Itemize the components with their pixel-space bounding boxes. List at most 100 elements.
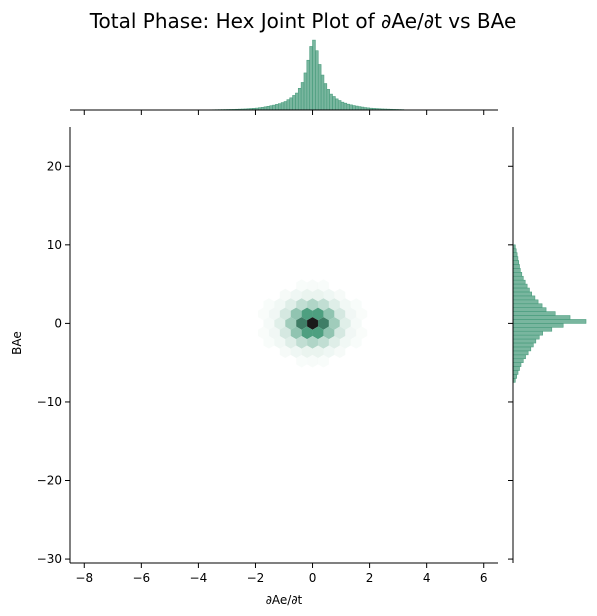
marginal-x-bar	[326, 89, 330, 111]
marginal-x-bar	[297, 87, 302, 111]
marginal-y-bar	[512, 283, 528, 289]
marginal-x-bar	[340, 101, 345, 111]
hexbin-cell	[296, 336, 308, 349]
y-tick-label: 0	[54, 316, 62, 330]
marginal-x-bar	[277, 103, 282, 111]
hexbin-cell	[263, 336, 275, 349]
y-tick-label: 20	[47, 159, 62, 173]
marginal-x-bar	[289, 97, 293, 111]
marginal-y-bar	[512, 299, 539, 305]
hexbin-cell	[301, 288, 313, 302]
hexbin-cell	[350, 298, 362, 311]
marginal-x-bar	[275, 104, 279, 111]
hexbin-cell	[263, 298, 275, 311]
hexbin-cell	[345, 326, 357, 340]
hexbin-cell	[301, 345, 313, 359]
marginal-y-bar	[512, 338, 537, 344]
hexbin-cell	[285, 317, 297, 330]
marginal-x-bar	[292, 95, 296, 111]
hexbin-cell	[323, 326, 335, 340]
x-tick-label: 6	[480, 571, 488, 585]
hexbin-cell	[274, 336, 286, 349]
marginal-y-bar	[512, 287, 530, 293]
hexbin-cell	[301, 307, 313, 321]
marginal-y-bar	[512, 260, 520, 265]
hexbin-cell	[290, 288, 302, 302]
marginal-x-bar	[337, 100, 342, 111]
marginal-x-bar	[300, 82, 305, 111]
hexbin-cell	[285, 336, 297, 349]
y-tick-label: −30	[37, 552, 62, 566]
marginal-y-bar	[512, 350, 529, 356]
x-tick-label: −6	[132, 571, 150, 585]
marginal-y-bar	[512, 370, 519, 375]
hexbin-cell	[268, 307, 280, 321]
marginal-y-bar	[512, 334, 540, 340]
hexbin-cell	[317, 336, 329, 349]
hexbin-cell	[307, 279, 318, 292]
hexbin-cell	[279, 288, 291, 302]
hexbin-cell	[301, 326, 313, 340]
hexbin-cell	[334, 307, 346, 321]
x-tick-label: −4	[190, 571, 208, 585]
x-tick-label: 2	[366, 571, 374, 585]
hexbin-cell	[296, 279, 308, 292]
x-tick-label: −2	[247, 571, 265, 585]
hexbin-cell	[334, 288, 346, 302]
marginal-x-bar	[335, 98, 339, 111]
hexbin-cell	[317, 317, 329, 330]
marginal-x-bar	[280, 102, 285, 111]
hexbin-cell	[317, 354, 329, 368]
marginal-y-bar	[512, 307, 547, 312]
marginal-y-bar	[512, 374, 517, 379]
y-tick-label: −10	[37, 395, 62, 409]
hexbin-cell	[290, 345, 302, 359]
hexbin-cell	[307, 336, 318, 349]
marginal-x-bar	[312, 39, 316, 111]
hexbin-cell	[334, 326, 346, 340]
hexbin-cell	[307, 317, 318, 330]
hexbin-cell	[323, 345, 335, 359]
x-axis-label: ∂Ae/∂t	[266, 593, 303, 607]
marginal-y-bar	[512, 319, 587, 324]
hexbin-cell	[350, 336, 362, 349]
marginal-y-bar	[512, 275, 524, 281]
marginal-x-bar	[317, 64, 322, 111]
marginal-y-bar	[512, 354, 526, 360]
hexbin-cell	[328, 317, 340, 330]
hexbin-cell	[312, 288, 324, 302]
hexbin-cell	[312, 326, 324, 340]
marginal-x-histogram	[203, 39, 405, 111]
hexbin-cell	[334, 345, 346, 359]
marginal-y-bar	[512, 311, 556, 316]
hexbin-cell	[317, 298, 329, 311]
y-tick-label: 10	[47, 238, 62, 252]
marginal-y-bar	[512, 330, 543, 336]
marginal-y-bar	[512, 279, 526, 285]
marginal-y-bar	[512, 366, 520, 371]
hexbin-cell	[317, 279, 329, 292]
marginal-x-bar	[295, 92, 299, 111]
marginal-x-bar	[357, 106, 362, 111]
marginal-y-bar	[512, 295, 536, 301]
hexbin-cell	[296, 317, 308, 330]
hexbin-layer	[257, 279, 368, 368]
marginal-y-bar	[512, 256, 519, 261]
marginal-y-bar	[512, 358, 524, 363]
marginal-y-bar	[512, 323, 564, 328]
marginal-y-bar	[512, 291, 533, 297]
hexbin-cell	[279, 326, 291, 340]
hexbin-cell	[263, 317, 275, 330]
marginal-y-bar	[512, 268, 521, 273]
marginal-x-bar	[355, 105, 359, 111]
y-axis-label: BAe	[10, 331, 24, 355]
y-tick-label: −20	[37, 474, 62, 488]
marginal-x-bar	[346, 103, 350, 111]
marginal-x-bar	[286, 99, 291, 111]
marginal-y-bar	[512, 315, 571, 320]
marginal-y-bar	[512, 264, 520, 269]
marginal-x-bar	[306, 59, 310, 111]
marginal-x-bar	[266, 105, 271, 111]
